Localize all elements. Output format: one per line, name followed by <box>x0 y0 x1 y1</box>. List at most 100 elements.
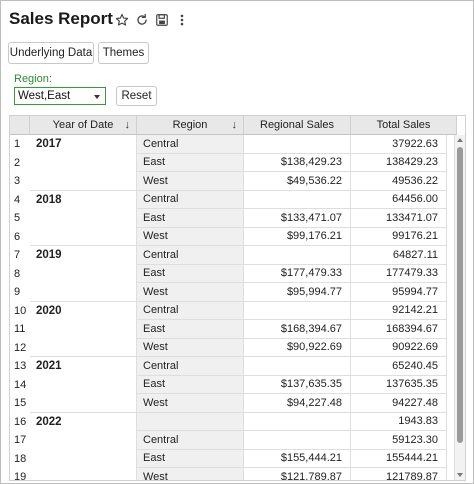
row-number: 17 <box>14 434 27 447</box>
scroll-up-icon[interactable] <box>457 138 463 142</box>
region-cell[interactable]: West <box>137 172 244 191</box>
total-sales-cell[interactable]: 49536.22 <box>351 172 447 191</box>
regional-sales-cell[interactable] <box>244 301 351 320</box>
total-sales-cell[interactable]: 155444.21 <box>351 449 447 468</box>
row-number: 7 <box>14 249 21 262</box>
region-filter-select[interactable]: West,East <box>14 87 106 105</box>
year-cell[interactable]: 2017 <box>30 135 137 191</box>
row-number: 8 <box>14 267 21 280</box>
region-cell[interactable]: Central <box>137 135 244 154</box>
total-sales-cell[interactable]: 95994.77 <box>351 283 447 302</box>
year-cell[interactable]: 2022 <box>30 412 137 480</box>
row-number: 3 <box>14 175 21 188</box>
row-number: 11 <box>14 323 26 336</box>
regional-sales-cell[interactable]: $138,429.23 <box>244 153 351 172</box>
regional-sales-cell[interactable]: $133,471.07 <box>244 209 351 228</box>
regional-sales-cell[interactable] <box>244 431 351 450</box>
total-sales-cell[interactable]: 94227.48 <box>351 394 447 413</box>
total-sales-cell[interactable]: 133471.07 <box>351 209 447 228</box>
sort-down-icon[interactable]: ↓ <box>124 119 131 131</box>
vertical-scrollbar[interactable] <box>454 135 465 480</box>
regional-sales-cell[interactable] <box>244 412 351 431</box>
year-cell[interactable]: 2018 <box>30 190 137 246</box>
year-cell[interactable]: 2019 <box>30 246 137 302</box>
regional-sales-cell[interactable]: $121,789.87 <box>244 468 351 480</box>
regional-sales-cell[interactable]: $177,479.33 <box>244 264 351 283</box>
save-icon[interactable] <box>154 12 170 28</box>
region-cell[interactable]: Central <box>137 431 244 450</box>
regional-sales-cell[interactable]: $90,922.69 <box>244 338 351 357</box>
regional-sales-cell[interactable]: $168,394.67 <box>244 320 351 339</box>
total-sales-cell[interactable]: 65240.45 <box>351 357 447 376</box>
row-number: 19 <box>14 471 27 481</box>
header-regional-sales[interactable]: Regional Sales <box>244 116 351 135</box>
total-sales-cell[interactable]: 138429.23 <box>351 153 447 172</box>
row-number: 9 <box>14 286 21 299</box>
header-region[interactable]: Region ↓ <box>137 116 244 135</box>
region-cell[interactable]: East <box>137 153 244 172</box>
region-cell[interactable] <box>137 412 244 431</box>
region-cell[interactable]: Central <box>137 301 244 320</box>
region-cell[interactable]: West <box>137 468 244 480</box>
region-cell[interactable]: East <box>137 320 244 339</box>
year-cell[interactable]: 2021 <box>30 357 137 413</box>
total-sales-cell[interactable]: 1943.83 <box>351 412 447 431</box>
header-year-of-date[interactable]: Year of Date ↓ <box>30 116 137 135</box>
region-cell[interactable]: East <box>137 375 244 394</box>
total-sales-cell[interactable]: 59123.30 <box>351 431 447 450</box>
total-sales-cell[interactable]: 37922.63 <box>351 135 447 154</box>
region-cell[interactable]: West <box>137 227 244 246</box>
region-cell[interactable]: West <box>137 283 244 302</box>
regional-sales-cell[interactable] <box>244 357 351 376</box>
title-toolbar <box>114 12 190 28</box>
total-sales-cell[interactable]: 121789.87 <box>351 468 447 480</box>
star-icon[interactable] <box>114 12 130 28</box>
regional-sales-cell[interactable] <box>244 135 351 154</box>
regional-sales-cell[interactable]: $95,994.77 <box>244 283 351 302</box>
region-filter-value: West,East <box>18 90 71 102</box>
row-number: 15 <box>14 397 27 410</box>
scrollbar-thumb[interactable] <box>457 147 463 443</box>
row-number: 16 <box>14 415 27 428</box>
total-sales-cell[interactable]: 177479.33 <box>351 264 447 283</box>
regional-sales-cell[interactable]: $49,536.22 <box>244 172 351 191</box>
underlying-data-button[interactable]: Underlying Data <box>8 42 94 64</box>
region-cell[interactable]: Central <box>137 190 244 209</box>
region-cell[interactable]: East <box>137 449 244 468</box>
reset-button[interactable]: Reset <box>116 86 157 106</box>
regional-sales-cell[interactable]: $137,635.35 <box>244 375 351 394</box>
regional-sales-cell[interactable]: $155,444.21 <box>244 449 351 468</box>
region-cell[interactable]: Central <box>137 246 244 265</box>
region-cell[interactable]: East <box>137 209 244 228</box>
total-sales-cell[interactable]: 99176.21 <box>351 227 447 246</box>
row-number: 12 <box>14 341 27 354</box>
refresh-icon[interactable] <box>134 12 150 28</box>
sort-down-icon[interactable]: ↓ <box>231 119 238 131</box>
year-cell[interactable]: 2020 <box>30 301 137 357</box>
more-vert-icon[interactable] <box>174 12 190 28</box>
row-number: 4 <box>14 193 21 206</box>
region-filter-label: Region: <box>14 73 52 85</box>
total-sales-cell[interactable]: 137635.35 <box>351 375 447 394</box>
header-total-sales[interactable]: Total Sales <box>351 116 457 135</box>
row-number: 10 <box>14 304 27 317</box>
scroll-down-icon[interactable] <box>457 473 463 477</box>
region-cell[interactable]: East <box>137 264 244 283</box>
total-sales-cell[interactable]: 64456.00 <box>351 190 447 209</box>
page-title: Sales Report <box>9 9 113 28</box>
total-sales-cell[interactable]: 64827.11 <box>351 246 447 265</box>
regional-sales-cell[interactable]: $99,176.21 <box>244 227 351 246</box>
regional-sales-cell[interactable]: $94,227.48 <box>244 394 351 413</box>
total-sales-cell[interactable]: 168394.67 <box>351 320 447 339</box>
total-sales-cell[interactable]: 90922.69 <box>351 338 447 357</box>
regional-sales-cell[interactable] <box>244 246 351 265</box>
regional-sales-cell[interactable] <box>244 190 351 209</box>
row-number: 18 <box>14 452 27 465</box>
row-number: 14 <box>14 378 27 391</box>
total-sales-cell[interactable]: 92142.21 <box>351 301 447 320</box>
region-cell[interactable]: West <box>137 338 244 357</box>
region-cell[interactable]: Central <box>137 357 244 376</box>
themes-button[interactable]: Themes <box>98 42 149 64</box>
region-cell[interactable]: West <box>137 394 244 413</box>
